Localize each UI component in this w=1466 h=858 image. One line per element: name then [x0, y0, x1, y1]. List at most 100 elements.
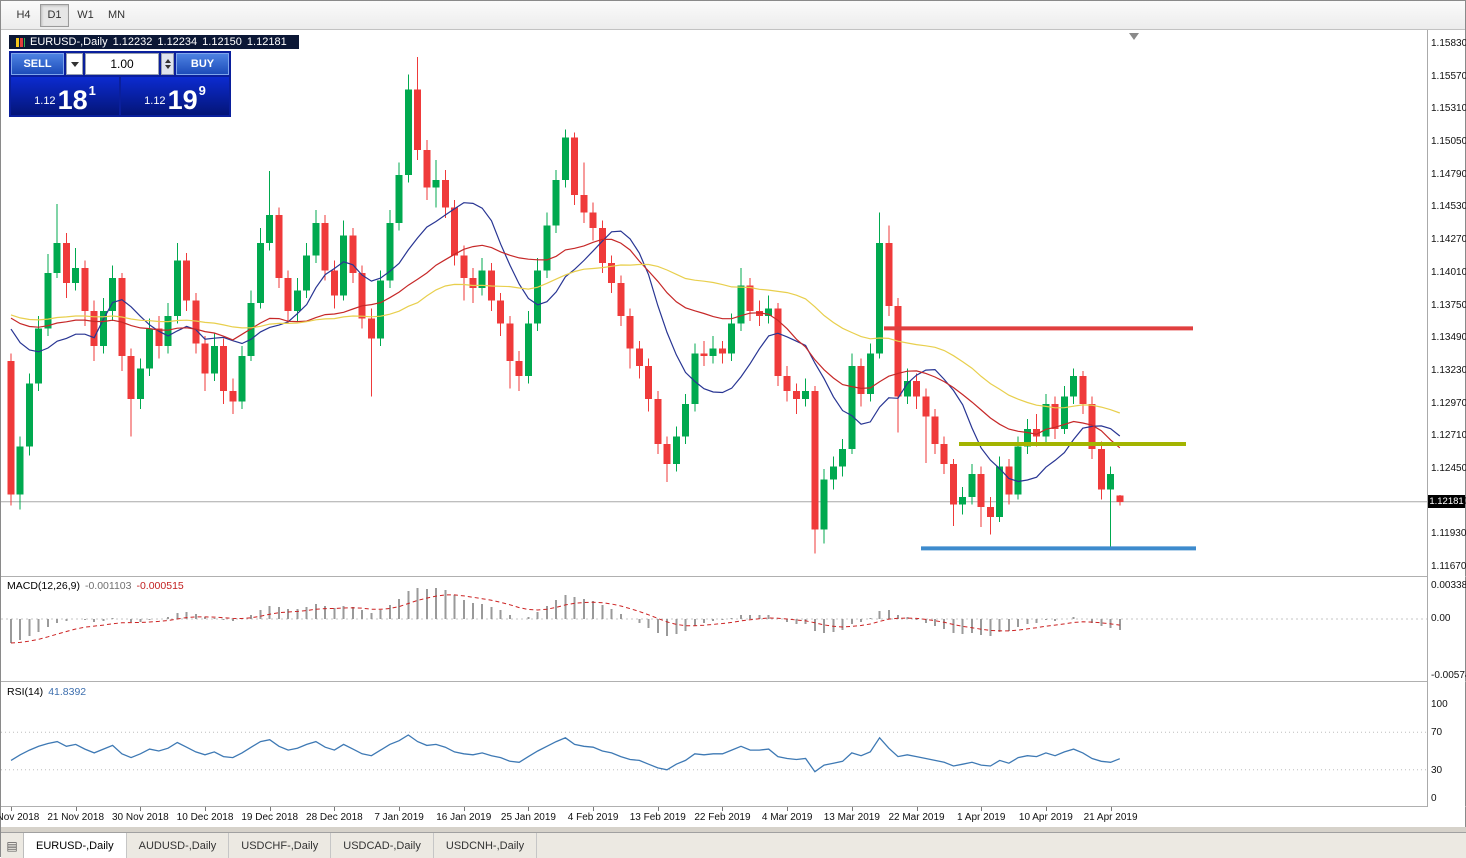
macd-label: MACD(12,26,9) -0.001103 -0.000515: [7, 580, 184, 592]
top-toolbar: H4 D1 W1 MN: [1, 1, 1465, 30]
tab-usdcnh-daily[interactable]: USDCNH-,Daily: [434, 833, 538, 858]
date-tick-mark: [269, 807, 271, 811]
panel-separator[interactable]: [1, 681, 1466, 682]
timeframe-buttons: H4 D1 W1 MN: [9, 3, 133, 27]
macd-histogram: [10, 588, 1121, 643]
macd-axis-max: 0.003386: [1431, 580, 1466, 591]
rsi-panel[interactable]: [1, 682, 1429, 806]
current-price-badge: 1.12181: [1428, 495, 1465, 509]
price-tick-label: 1.14010: [1431, 266, 1466, 278]
chart-symbol-header: EURUSD-,Daily 1.12232 1.12234 1.12150 1.…: [9, 35, 299, 49]
price-tick-label: 1.13230: [1431, 364, 1466, 376]
chart-shift-marker-icon[interactable]: [1129, 33, 1139, 40]
date-tick-mark: [916, 807, 918, 811]
chart-list-icon[interactable]: ▤: [1, 833, 24, 858]
macd-canvas[interactable]: [1, 577, 1429, 681]
timeframe-w1-button[interactable]: W1: [77, 9, 94, 21]
date-tick-label: 16 Jan 2019: [436, 812, 492, 823]
tab-usdchf-daily[interactable]: USDCHF-,Daily: [229, 833, 332, 858]
macd-panel[interactable]: [1, 577, 1429, 681]
price-tick-label: 1.14790: [1431, 168, 1466, 180]
macd-signal-line: [10, 594, 1120, 644]
price-tick-label: 1.14530: [1431, 201, 1466, 213]
date-tick-label: 25 Jan 2019: [500, 812, 556, 823]
volume-dropdown-button[interactable]: [66, 53, 83, 75]
date-tick-mark: [334, 807, 336, 811]
rsi-axis-30: 30: [1431, 765, 1443, 776]
date-tick-label: 28 Dec 2018: [306, 812, 363, 823]
rsi-name: RSI(14): [7, 686, 44, 698]
window-bottom-border: [1, 827, 1466, 832]
chart-tab-bar: ▤ EURUSD-,Daily AUDUSD-,Daily USDCHF-,Dail…: [1, 832, 1466, 858]
buy-price-button[interactable]: 1.12 19 9: [121, 77, 229, 115]
rsi-axis-0: 0: [1431, 793, 1437, 804]
macd-name: MACD(12,26,9): [7, 580, 80, 592]
symbol-name: EURUSD-,Daily: [30, 36, 108, 48]
date-tick-mark: [399, 807, 401, 811]
date-tick-label: 13 Mar 2019: [823, 812, 880, 823]
tab-usdcad-daily[interactable]: USDCAD-,Daily: [331, 833, 434, 858]
price-tick-label: 1.15570: [1431, 70, 1466, 82]
rsi-label: RSI(14) 41.8392: [7, 686, 86, 698]
rsi-canvas[interactable]: [1, 682, 1429, 806]
price-tick-label: 1.15050: [1431, 136, 1466, 148]
timeframe-d1-button[interactable]: D1: [40, 3, 69, 27]
date-tick-mark: [851, 807, 853, 811]
price-axis[interactable]: 1.15830 1.15570 1.15310 1.15050 1.14790 1.145…: [1427, 30, 1466, 827]
price-tick-label: 1.15310: [1431, 103, 1466, 115]
price-tick-label: 1.11930: [1431, 528, 1466, 540]
panel-separator: [1, 806, 1466, 807]
date-tick-mark: [1110, 807, 1112, 811]
price-tick-label: 1.11670: [1431, 561, 1466, 572]
date-tick-mark: [140, 807, 142, 811]
ma-slow-line[interactable]: [10, 263, 1121, 414]
price-chart-canvas[interactable]: [1, 30, 1429, 576]
ohlc-close: 1.12181: [246, 36, 287, 48]
ma-medium-line[interactable]: [10, 238, 1121, 449]
price-tick-label: 1.12450: [1431, 462, 1466, 474]
price-tick-label: 1.13490: [1431, 332, 1466, 344]
volume-decrease-button[interactable]: [164, 65, 171, 69]
date-tick-label: 10 Dec 2018: [176, 812, 234, 823]
date-tick-mark: [787, 807, 789, 811]
price-tick-label: 1.15830: [1431, 38, 1466, 49]
date-tick-mark: [205, 807, 207, 811]
timeframe-h4-button[interactable]: H4: [16, 9, 31, 21]
date-tick-mark: [75, 807, 77, 811]
price-tick-label: 1.12970: [1431, 397, 1466, 409]
date-tick-mark: [11, 807, 12, 811]
buy-price-pip: 9: [198, 83, 206, 98]
buy-button[interactable]: BUY: [176, 53, 229, 75]
date-tick-label: 7 Jan 2019: [374, 812, 424, 823]
sell-price-button[interactable]: 1.12 18 1: [11, 77, 119, 115]
candles: [7, 56, 1124, 554]
sell-price-pip: 1: [88, 83, 96, 98]
ohlc-low: 1.12150: [202, 36, 242, 48]
rsi-line: [10, 734, 1121, 773]
date-tick-mark: [657, 807, 659, 811]
buy-price-prefix: 1.12: [144, 95, 166, 107]
date-tick-mark: [593, 807, 595, 811]
symbol-chart-icon: [16, 37, 25, 47]
sell-button[interactable]: SELL: [11, 53, 64, 75]
timeframe-mn-button[interactable]: MN: [107, 9, 126, 21]
one-click-trading-panel: SELL BUY 1.12 18 1 1.12 19 9: [9, 51, 231, 117]
date-tick-mark: [1045, 807, 1047, 811]
volume-increase-button[interactable]: [164, 59, 171, 63]
date-axis[interactable]: 12 Nov 2018 21 Nov 2018 30 Nov 2018 10 Dec …: [0, 807, 1429, 827]
date-tick-label: 30 Nov 2018: [112, 812, 169, 823]
volume-spinner: [161, 53, 174, 75]
price-tick-label: 1.13750: [1431, 299, 1466, 311]
date-tick-mark: [463, 807, 465, 811]
volume-input[interactable]: [85, 53, 159, 75]
date-tick-mark: [981, 807, 983, 811]
tab-audusd-daily[interactable]: AUDUSD-,Daily: [127, 833, 230, 858]
price-chart[interactable]: [1, 30, 1429, 576]
tab-eurusd-daily[interactable]: EURUSD-,Daily: [24, 833, 127, 858]
panel-separator[interactable]: [1, 576, 1466, 577]
rsi-value: 41.8392: [48, 686, 87, 698]
date-tick-label: 22 Mar 2019: [888, 812, 945, 823]
sell-price-prefix: 1.12: [34, 95, 56, 107]
date-tick-label: 4 Mar 2019: [761, 812, 813, 823]
date-tick-label: 19 Dec 2018: [241, 812, 299, 823]
